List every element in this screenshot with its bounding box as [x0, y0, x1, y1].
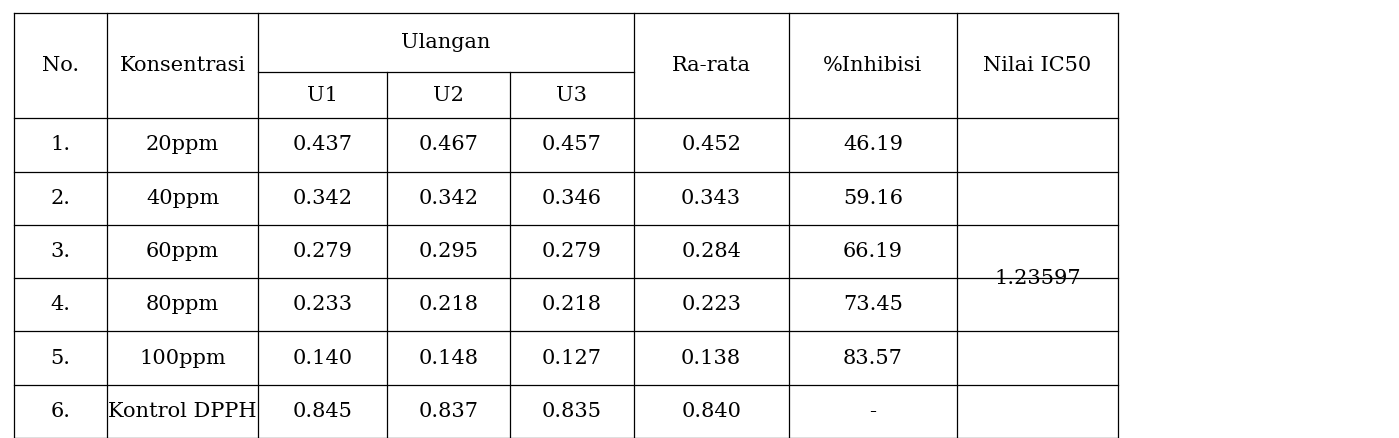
Text: 0.840: 0.840	[681, 402, 741, 421]
Text: 40ppm: 40ppm	[145, 189, 220, 208]
Text: 0.845: 0.845	[292, 402, 353, 421]
Text: 20ppm: 20ppm	[145, 135, 220, 155]
Text: 0.437: 0.437	[292, 135, 353, 155]
Text: U2: U2	[434, 86, 464, 105]
Text: 66.19: 66.19	[844, 242, 902, 261]
Text: 73.45: 73.45	[844, 295, 902, 314]
Text: 0.223: 0.223	[681, 295, 741, 314]
Text: 0.233: 0.233	[292, 295, 353, 314]
Text: 0.346: 0.346	[541, 189, 602, 208]
Text: 100ppm: 100ppm	[140, 349, 227, 367]
Text: Konsentrasi: Konsentrasi	[119, 56, 246, 75]
Text: 0.218: 0.218	[541, 295, 602, 314]
Text: 0.279: 0.279	[292, 242, 353, 261]
Text: Kontrol DPPH: Kontrol DPPH	[108, 402, 257, 421]
Text: -: -	[869, 402, 876, 421]
Text: 0.342: 0.342	[418, 189, 478, 208]
Text: 0.140: 0.140	[292, 349, 353, 367]
Text: %Inhibisi: %Inhibisi	[823, 56, 922, 75]
Text: 0.148: 0.148	[418, 349, 478, 367]
Text: 1.23597: 1.23597	[995, 268, 1081, 288]
Text: 0.218: 0.218	[418, 295, 478, 314]
Text: 0.835: 0.835	[541, 402, 602, 421]
Text: 46.19: 46.19	[844, 135, 902, 155]
Text: U1: U1	[306, 86, 339, 105]
Text: 60ppm: 60ppm	[145, 242, 220, 261]
Text: 2.: 2.	[50, 189, 70, 208]
Text: 3.: 3.	[50, 242, 71, 261]
Text: 5.: 5.	[50, 349, 70, 367]
Text: 0.127: 0.127	[541, 349, 602, 367]
Text: 0.342: 0.342	[292, 189, 353, 208]
Text: U3: U3	[557, 86, 588, 105]
Text: 0.284: 0.284	[681, 242, 741, 261]
Text: 80ppm: 80ppm	[145, 295, 220, 314]
Text: 0.295: 0.295	[418, 242, 478, 261]
Text: 0.343: 0.343	[681, 189, 741, 208]
Text: 83.57: 83.57	[844, 349, 902, 367]
Text: Ulangan: Ulangan	[402, 33, 491, 52]
Text: 6.: 6.	[50, 402, 70, 421]
Text: 0.279: 0.279	[541, 242, 602, 261]
Text: 1.: 1.	[50, 135, 71, 155]
Text: 59.16: 59.16	[844, 189, 902, 208]
Text: 0.467: 0.467	[418, 135, 478, 155]
Text: 0.138: 0.138	[681, 349, 741, 367]
Text: Ra-rata: Ra-rata	[672, 56, 751, 75]
Text: 0.457: 0.457	[541, 135, 602, 155]
Text: 0.837: 0.837	[418, 402, 478, 421]
Text: Nilai IC50: Nilai IC50	[983, 56, 1091, 75]
Text: 4.: 4.	[50, 295, 70, 314]
Text: No.: No.	[42, 56, 80, 75]
Text: 0.452: 0.452	[681, 135, 741, 155]
